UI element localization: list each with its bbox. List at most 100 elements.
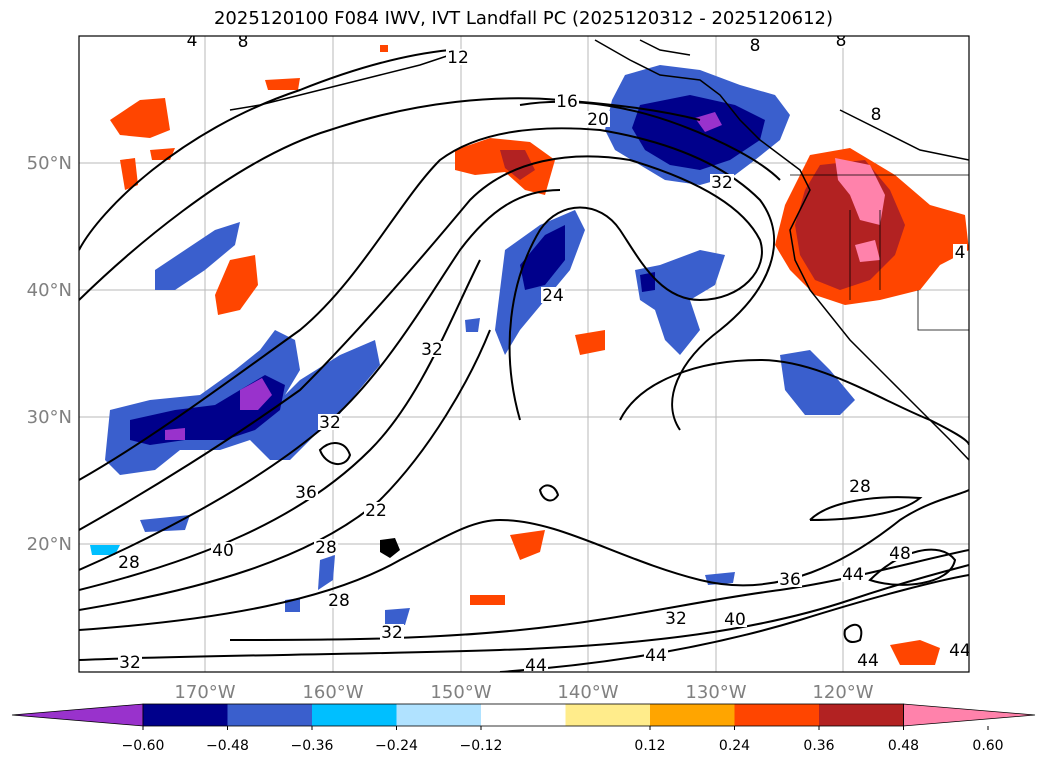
contour-label-bg (380, 624, 404, 640)
contour-label: 28 (328, 591, 350, 611)
contour-label: 44 (857, 651, 879, 671)
colorbar-tick-label: −0.60 (122, 738, 165, 754)
colorbar-segment (396, 704, 481, 726)
contour-line (229, 549, 969, 641)
contour-label: 8 (871, 105, 882, 125)
contour-label-bg (327, 592, 351, 608)
lat-label: 20°N (27, 534, 72, 555)
contour-label-bg (294, 484, 318, 500)
contour-label-bg (117, 554, 141, 570)
contour-label-bg (856, 652, 880, 668)
contour-label-bg (364, 502, 388, 518)
coastlines (229, 39, 969, 461)
colorbar-tick-label: −0.12 (460, 738, 503, 754)
contour-label: 8 (238, 32, 249, 52)
contour-label: 4 (955, 243, 966, 263)
contour-label: 40 (724, 610, 746, 630)
colorbar-tick-label: −0.36 (291, 738, 334, 754)
contour-label: 22 (365, 501, 387, 521)
contour-line (809, 496, 923, 521)
positive-anomaly-region (380, 45, 388, 52)
contour-line (79, 489, 969, 631)
contour-label: 32 (381, 623, 403, 643)
lat-axis-labels: 50°N 40°N 30°N 20°N (27, 153, 72, 555)
negative-anomaly-region (385, 608, 410, 625)
contour-line (79, 155, 763, 531)
borders (790, 174, 969, 331)
colorbar-segment (565, 704, 650, 726)
contour-label: 32 (665, 609, 687, 629)
colorbar-segment (734, 704, 819, 726)
map-frame (78, 35, 970, 673)
colorbar-tick-label: −0.24 (375, 738, 418, 754)
lon-label: 140°W (557, 682, 618, 703)
lon-label: 170°W (174, 682, 235, 703)
colorbar-segment (312, 704, 397, 726)
positive-anomaly-region (110, 98, 170, 138)
contour-line (79, 259, 481, 591)
contour-line (499, 574, 969, 672)
map-title: 2025120100 F084 IWV, IVT Landfall PC (20… (213, 8, 834, 29)
contour-label: 44 (949, 641, 971, 661)
contour-label-bg (953, 244, 967, 260)
negative-anomaly-region (155, 222, 240, 290)
contour-label: 36 (779, 570, 801, 590)
negative-anomaly-region (465, 318, 480, 332)
colorbar-outline (142, 703, 904, 727)
contour-label: 28 (849, 477, 871, 497)
contour-label-bg (723, 611, 747, 627)
contour-label-bg (948, 642, 969, 658)
contour-label-bg (834, 36, 848, 48)
contour-line (538, 484, 560, 502)
positive-anomaly-region (470, 595, 505, 605)
positive-anomaly-region (215, 255, 258, 315)
contour-label-bg (420, 341, 444, 357)
contour-label: 32 (711, 173, 733, 193)
contour-label: 24 (542, 286, 564, 306)
contour-label: 8 (750, 36, 761, 56)
contour-label: 20 (587, 110, 609, 130)
positive-anomaly-region (890, 640, 940, 665)
contour-label-bg (841, 566, 865, 582)
lon-label: 130°W (685, 682, 746, 703)
contour-label: 32 (319, 413, 341, 433)
extreme-negative-region (165, 428, 185, 440)
contour-label: 8 (836, 31, 847, 51)
lon-label: 150°W (430, 682, 491, 703)
contour-line (79, 97, 701, 301)
extreme-negative-region (695, 112, 722, 132)
contour-label-bg (869, 106, 883, 122)
strong-negative-region (640, 272, 655, 292)
negative-anomaly-region (90, 545, 120, 555)
colorbar-segment (143, 704, 228, 726)
colorbar-segment (819, 704, 904, 726)
lat-label: 30°N (27, 407, 72, 428)
positive-anomaly-region (120, 158, 138, 190)
contour-line (79, 49, 451, 251)
colorbar-segment (650, 704, 735, 726)
contour-label-bg (524, 657, 548, 672)
strong-positive-region (500, 150, 535, 180)
lat-label: 40°N (27, 280, 72, 301)
contour-line (843, 623, 863, 643)
contour-label-bg (748, 37, 762, 53)
contour-label-bg (211, 542, 235, 558)
contour-line (619, 358, 969, 446)
contour-label: 36 (295, 483, 317, 503)
negative-anomaly-region (635, 250, 725, 355)
contour-label-bg (236, 36, 250, 49)
positive-anomaly-region (575, 330, 605, 355)
colorbar-tick-label: 0.36 (803, 738, 834, 754)
contour-label: 40 (212, 541, 234, 561)
colorbar-segment (481, 704, 566, 726)
contour-label: 48 (889, 544, 911, 564)
lon-label: 160°W (302, 682, 363, 703)
contour-label: 16 (556, 92, 578, 112)
extreme-positive-region (855, 240, 880, 262)
negative-anomaly-region (318, 555, 335, 590)
contour-label: 44 (842, 565, 864, 585)
colorbar-tick-label: 0.60 (972, 738, 1003, 754)
contour-label: 32 (119, 653, 141, 673)
lat-label: 50°N (27, 153, 72, 174)
